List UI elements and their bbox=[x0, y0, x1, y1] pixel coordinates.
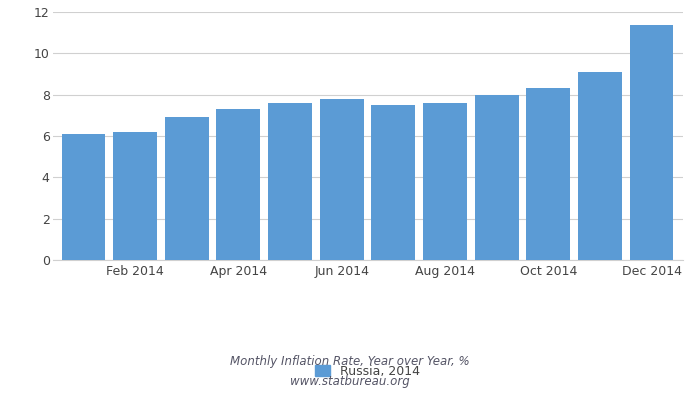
Bar bbox=[629, 26, 673, 260]
Bar bbox=[216, 109, 260, 260]
Bar bbox=[526, 88, 570, 260]
Bar bbox=[164, 118, 209, 260]
Bar bbox=[372, 105, 415, 260]
Bar bbox=[113, 132, 157, 260]
Text: Monthly Inflation Rate, Year over Year, %: Monthly Inflation Rate, Year over Year, … bbox=[230, 356, 470, 368]
Bar bbox=[62, 134, 106, 260]
Bar bbox=[320, 99, 363, 260]
Legend: Russia, 2014: Russia, 2014 bbox=[310, 360, 425, 383]
Text: www.statbureau.org: www.statbureau.org bbox=[290, 376, 410, 388]
Bar bbox=[423, 103, 467, 260]
Bar bbox=[578, 72, 622, 260]
Bar bbox=[475, 95, 519, 260]
Bar bbox=[268, 103, 312, 260]
